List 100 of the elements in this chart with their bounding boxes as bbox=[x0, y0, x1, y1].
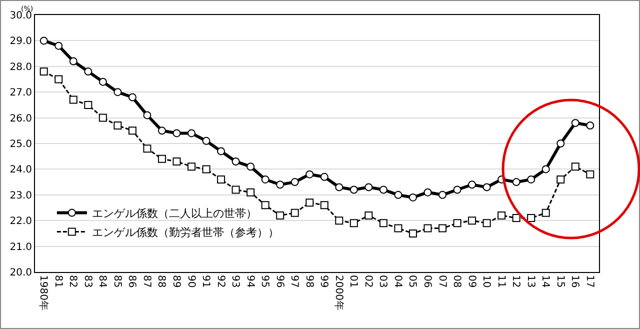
point bbox=[114, 88, 122, 96]
x-tick-label: 04 bbox=[392, 275, 403, 288]
x-tick-label: 07 bbox=[436, 275, 448, 288]
point bbox=[188, 162, 196, 171]
x-tick-label: 94 bbox=[244, 275, 256, 288]
x-tick-label: 10 bbox=[480, 275, 492, 288]
point bbox=[306, 198, 314, 207]
point bbox=[232, 186, 240, 194]
point bbox=[556, 140, 565, 148]
x-tick-label: 06 bbox=[421, 275, 432, 288]
point bbox=[261, 201, 270, 210]
x-tick-label: 13 bbox=[524, 275, 536, 288]
point bbox=[364, 211, 373, 220]
point bbox=[438, 190, 446, 199]
point bbox=[571, 162, 580, 171]
legend-label: エンゲル係数（二人以上の世帯） bbox=[92, 207, 257, 220]
x-tick-label: 97 bbox=[288, 275, 300, 288]
x-tick-label: 16 bbox=[569, 275, 580, 288]
point bbox=[364, 183, 373, 192]
x-tick-label: 1980年 bbox=[38, 275, 50, 310]
point bbox=[202, 165, 210, 174]
y-tick-label: 26.0 bbox=[10, 113, 32, 124]
point bbox=[172, 129, 181, 138]
x-tick-label: 01 bbox=[348, 275, 359, 288]
point bbox=[114, 122, 122, 130]
x-tick-label: 15 bbox=[554, 275, 566, 288]
point bbox=[98, 78, 107, 86]
x-tick-label: 03 bbox=[377, 275, 388, 288]
x-tick-label: 05 bbox=[406, 275, 418, 288]
y-tick-label: 22.0 bbox=[10, 216, 32, 228]
y-tick-label: 28.0 bbox=[10, 62, 32, 73]
x-tick-label: 2000年 bbox=[332, 275, 345, 310]
point bbox=[424, 188, 432, 196]
point bbox=[408, 193, 417, 202]
point bbox=[453, 186, 462, 194]
y-tick-label: 29.0 bbox=[10, 36, 32, 48]
point bbox=[379, 219, 388, 228]
point bbox=[217, 175, 226, 184]
x-tick-label: 83 bbox=[82, 275, 93, 288]
x-tick-label: 17 bbox=[584, 275, 595, 288]
point bbox=[290, 208, 299, 217]
point bbox=[482, 183, 491, 192]
x-tick-label: 81 bbox=[52, 275, 64, 288]
x-tick-label: 14 bbox=[540, 275, 551, 288]
point bbox=[394, 224, 402, 232]
point bbox=[335, 216, 344, 225]
point bbox=[571, 118, 580, 127]
x-tick-label: 82 bbox=[67, 275, 78, 288]
x-tick-label: 88 bbox=[156, 275, 167, 288]
point bbox=[408, 229, 417, 238]
x-tick-label: 86 bbox=[126, 275, 138, 288]
x-tick-label: 96 bbox=[274, 275, 285, 288]
point bbox=[143, 144, 152, 153]
x-tick-label: 08 bbox=[451, 275, 462, 288]
point bbox=[512, 178, 520, 186]
point bbox=[69, 96, 78, 104]
point bbox=[556, 175, 565, 184]
point bbox=[586, 170, 594, 178]
point bbox=[320, 172, 328, 181]
x-tick-label: 09 bbox=[466, 275, 477, 288]
point bbox=[276, 180, 284, 189]
point bbox=[40, 36, 48, 45]
x-tick-label: 85 bbox=[111, 275, 122, 288]
x-tick-label: 92 bbox=[214, 275, 226, 288]
point bbox=[188, 129, 196, 138]
point bbox=[246, 188, 255, 196]
point bbox=[586, 122, 594, 130]
point bbox=[54, 75, 63, 84]
point bbox=[128, 126, 136, 135]
point bbox=[54, 42, 63, 50]
x-tick-label: 89 bbox=[170, 275, 182, 288]
point bbox=[527, 214, 536, 222]
point bbox=[350, 219, 358, 228]
x-tick-label: 95 bbox=[259, 275, 270, 288]
point bbox=[542, 208, 550, 217]
point bbox=[40, 68, 48, 76]
point bbox=[453, 219, 462, 228]
point bbox=[290, 178, 299, 186]
y-tick-label: 20.0 bbox=[10, 268, 32, 278]
point bbox=[84, 100, 92, 109]
point bbox=[482, 219, 491, 228]
point bbox=[438, 224, 446, 232]
x-tick-label: 90 bbox=[185, 275, 196, 288]
x-tick-label: 11 bbox=[495, 275, 506, 288]
point bbox=[217, 147, 226, 156]
x-tick-label: 99 bbox=[318, 275, 330, 288]
legend-label: エンゲル係数（勤労者世帯（参考）） bbox=[92, 226, 279, 240]
y-tick-label: 25.0 bbox=[10, 139, 32, 150]
point bbox=[320, 201, 328, 210]
point bbox=[69, 57, 78, 66]
point bbox=[424, 224, 432, 232]
x-tick-label: 98 bbox=[303, 275, 314, 288]
x-tick-label: 84 bbox=[96, 275, 108, 288]
y-tick-label: 21.0 bbox=[10, 242, 32, 253]
point bbox=[172, 157, 181, 166]
point bbox=[261, 175, 270, 184]
point bbox=[158, 154, 166, 163]
point bbox=[394, 190, 402, 199]
point bbox=[350, 186, 358, 194]
point bbox=[84, 68, 92, 76]
